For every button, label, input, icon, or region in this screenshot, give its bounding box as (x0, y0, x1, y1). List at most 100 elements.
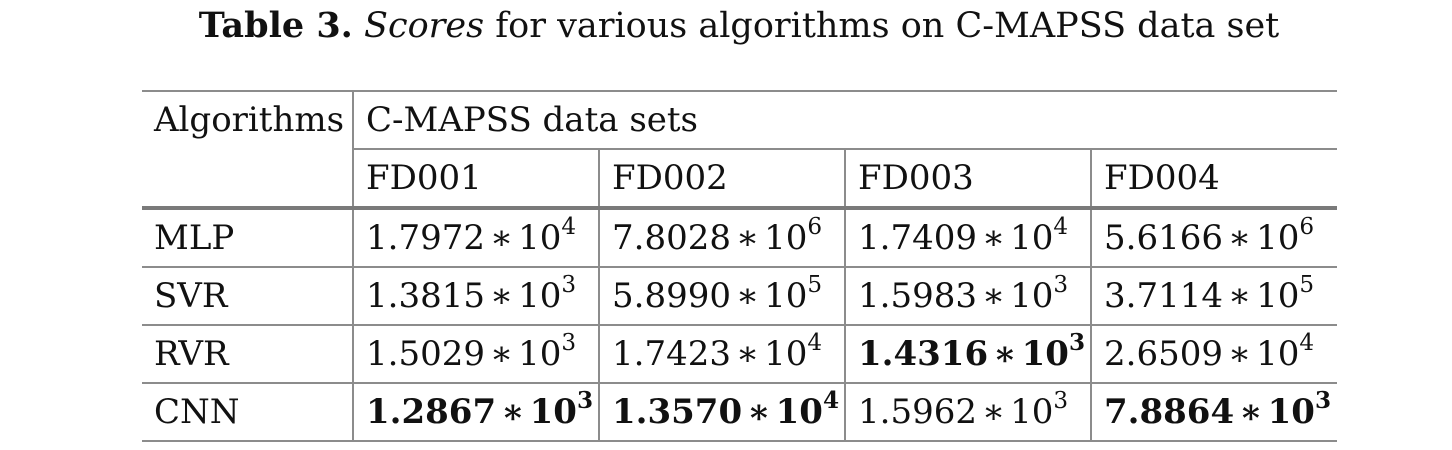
score-cell: 1.5029 ∗ 103 (352, 324, 599, 383)
score-exponent: 6 (807, 213, 823, 240)
algorithm-name: MLP (142, 206, 353, 267)
score-mantissa: 1.3815 (366, 276, 485, 316)
score-cell: 1.3815 ∗ 103 (352, 266, 599, 325)
score-cell: 1.7972 ∗ 104 (352, 206, 599, 267)
algorithms-header: Algorithms (142, 90, 353, 208)
score-mantissa: 5.8990 (612, 276, 731, 316)
multiply-operator: ∗ (1227, 218, 1252, 258)
power-base: 10 (518, 334, 562, 374)
score-cell: 1.3570 ∗ 104 (598, 382, 845, 442)
power-base: 10 (764, 276, 808, 316)
header-row-columns: FD001 FD002 FD003 FD004 (142, 148, 1337, 208)
column-header-fd003: FD003 (844, 148, 1091, 208)
power-base: 10 (518, 276, 562, 316)
score-exponent: 4 (822, 386, 840, 414)
score-cell: 1.7409 ∗ 104 (844, 206, 1091, 267)
score-cell: 1.4316 ∗ 103 (844, 324, 1091, 383)
algorithm-name: CNN (142, 382, 353, 442)
score-exponent: 6 (1299, 213, 1315, 240)
multiply-operator: ∗ (1227, 334, 1252, 374)
multiply-operator: ∗ (993, 334, 1017, 374)
score-cell: 5.6166 ∗ 106 (1090, 206, 1337, 267)
score-cell: 7.8028 ∗ 106 (598, 206, 845, 267)
scores-table: Algorithms C-MAPSS data sets FD001 FD002… (142, 90, 1337, 442)
table-row: MLP 1.7972 ∗ 104 7.8028 ∗ 106 1.7409 ∗ 104 5.6166 ∗… (142, 206, 1337, 267)
table-row: CNN 1.2867 ∗ 103 1.3570 ∗ 104 1.5962 ∗ 103 7.8864 ∗… (142, 382, 1337, 442)
score-cell: 1.2867 ∗ 103 (352, 382, 599, 442)
score-mantissa: 1.5029 (366, 334, 485, 374)
score-mantissa: 1.7409 (858, 218, 977, 258)
score-mantissa: 1.7423 (612, 334, 731, 374)
power-base: 10 (1256, 334, 1300, 374)
caption-emphasis: Scores (364, 6, 485, 46)
table-caption: Table 3. Scores for various algorithms o… (0, 4, 1452, 48)
power-base: 10 (764, 218, 808, 258)
multiply-operator: ∗ (1227, 276, 1252, 316)
score-mantissa: 1.4316 (858, 334, 989, 374)
score-exponent: 3 (1053, 271, 1069, 298)
power-base: 10 (529, 392, 577, 432)
multiply-operator: ∗ (735, 334, 760, 374)
score-cell: 1.5983 ∗ 103 (844, 266, 1091, 325)
datasets-group-header: C-MAPSS data sets (352, 90, 1337, 149)
multiply-operator: ∗ (1239, 392, 1263, 432)
multiply-operator: ∗ (981, 218, 1006, 258)
multiply-operator: ∗ (735, 218, 760, 258)
power-base: 10 (1267, 392, 1315, 432)
header-row-group: Algorithms C-MAPSS data sets (142, 90, 1337, 208)
score-exponent: 3 (1053, 387, 1069, 414)
score-mantissa: 5.6166 (1104, 218, 1223, 258)
column-header-fd004: FD004 (1090, 148, 1337, 208)
score-mantissa: 7.8028 (612, 218, 731, 258)
algorithm-name: RVR (142, 324, 353, 383)
table-row: SVR 1.3815 ∗ 103 5.8990 ∗ 105 1.5983 ∗ 103 3.7114 ∗… (142, 266, 1337, 325)
multiply-operator: ∗ (489, 334, 514, 374)
score-exponent: 3 (561, 329, 577, 356)
score-cell: 1.5962 ∗ 103 (844, 382, 1091, 442)
power-base: 10 (518, 218, 562, 258)
score-mantissa: 1.7972 (366, 218, 485, 258)
score-exponent: 3 (1068, 328, 1086, 356)
score-exponent: 4 (561, 213, 577, 240)
algorithm-name: SVR (142, 266, 353, 325)
power-base: 10 (775, 392, 823, 432)
multiply-operator: ∗ (735, 276, 760, 316)
score-mantissa: 1.2867 (366, 392, 497, 432)
score-mantissa: 1.3570 (612, 392, 743, 432)
score-cell: 1.7423 ∗ 104 (598, 324, 845, 383)
multiply-operator: ∗ (501, 392, 525, 432)
score-cell: 3.7114 ∗ 105 (1090, 266, 1337, 325)
score-exponent: 5 (807, 271, 823, 298)
score-exponent: 3 (1314, 386, 1332, 414)
score-cell: 2.6509 ∗ 104 (1090, 324, 1337, 383)
score-mantissa: 1.5962 (858, 392, 977, 432)
column-header-fd001: FD001 (352, 148, 599, 208)
power-base: 10 (1010, 218, 1054, 258)
score-mantissa: 7.8864 (1104, 392, 1235, 432)
score-mantissa: 2.6509 (1104, 334, 1223, 374)
power-base: 10 (1010, 276, 1054, 316)
score-exponent: 3 (561, 271, 577, 298)
multiply-operator: ∗ (489, 218, 514, 258)
score-exponent: 5 (1299, 271, 1315, 298)
score-cell: 5.8990 ∗ 105 (598, 266, 845, 325)
caption-label: Table 3. (198, 5, 353, 46)
column-header-fd002: FD002 (598, 148, 845, 208)
power-base: 10 (1010, 392, 1054, 432)
power-base: 10 (1256, 276, 1300, 316)
caption-text: for various algorithms on C-MAPSS data s… (495, 6, 1280, 46)
score-mantissa: 3.7114 (1104, 276, 1223, 316)
power-base: 10 (764, 334, 808, 374)
table-row: RVR 1.5029 ∗ 103 1.7423 ∗ 104 1.4316 ∗ 103 2.6509 ∗… (142, 324, 1337, 383)
multiply-operator: ∗ (981, 392, 1006, 432)
score-exponent: 4 (807, 329, 823, 356)
power-base: 10 (1256, 218, 1300, 258)
multiply-operator: ∗ (747, 392, 771, 432)
score-cell: 7.8864 ∗ 103 (1090, 382, 1337, 442)
score-mantissa: 1.5983 (858, 276, 977, 316)
score-exponent: 4 (1053, 213, 1069, 240)
multiply-operator: ∗ (981, 276, 1006, 316)
table-body: MLP 1.7972 ∗ 104 7.8028 ∗ 106 1.7409 ∗ 104 5.6166 ∗… (142, 206, 1337, 442)
multiply-operator: ∗ (489, 276, 514, 316)
score-exponent: 3 (576, 386, 594, 414)
